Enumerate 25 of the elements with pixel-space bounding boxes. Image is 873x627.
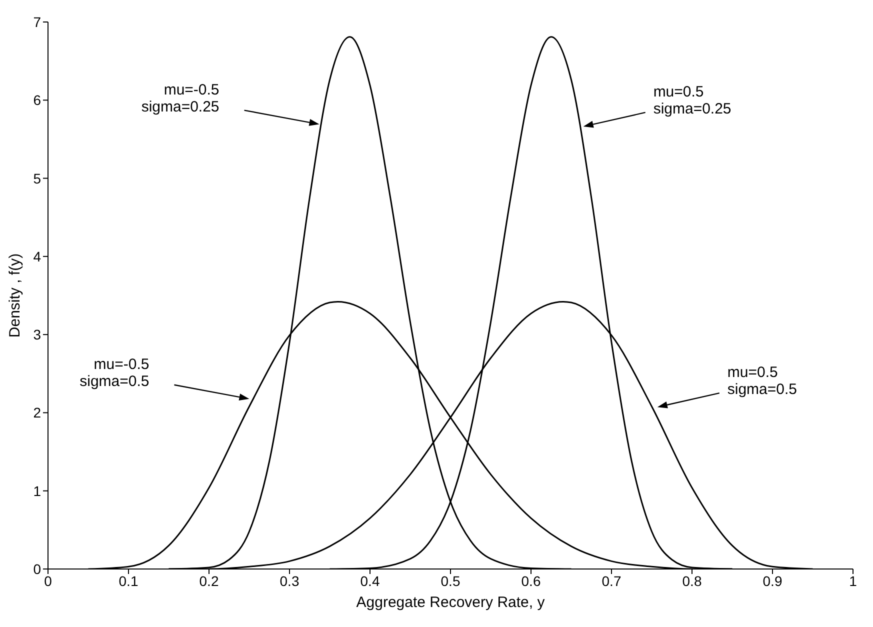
y-tick-label: 2 <box>33 404 42 421</box>
y-tick-label: 6 <box>33 92 42 108</box>
annotation: mu=-0.5 sigma=0.25 <box>141 81 220 116</box>
x-tick-label: 0.7 <box>602 572 622 589</box>
y-tick-label: 1 <box>33 482 42 499</box>
x-axis-title: Aggregate Recovery Rate, y <box>356 594 546 611</box>
x-tick-label: 0.3 <box>280 572 300 589</box>
y-tick-label: 0 <box>33 560 42 577</box>
y-tick-label: 3 <box>33 326 42 343</box>
x-tick-label: 0.4 <box>360 572 380 589</box>
y-tick-label: 5 <box>33 170 42 186</box>
y-tick-label: 4 <box>33 248 42 264</box>
y-tick-label: 7 <box>33 14 42 30</box>
annotation: mu=-0.5 sigma=0.5 <box>80 356 150 390</box>
annotation: mu=0.5 sigma=0.25 <box>653 83 732 118</box>
x-tick-label: 0.1 <box>118 572 138 589</box>
x-tick-label: 0.9 <box>762 572 782 589</box>
y-axis-title: Density , f(y) <box>6 253 24 338</box>
x-tick-label: 0.5 <box>440 572 460 589</box>
x-tick-label: 0.8 <box>682 572 702 589</box>
x-tick-label: 1 <box>849 572 858 589</box>
x-tick-label: 0 <box>44 572 52 589</box>
x-tick-label: 0.2 <box>199 572 219 589</box>
annotation: mu=0.5 sigma=0.5 <box>727 364 798 398</box>
x-tick-label: 0.6 <box>521 572 541 589</box>
